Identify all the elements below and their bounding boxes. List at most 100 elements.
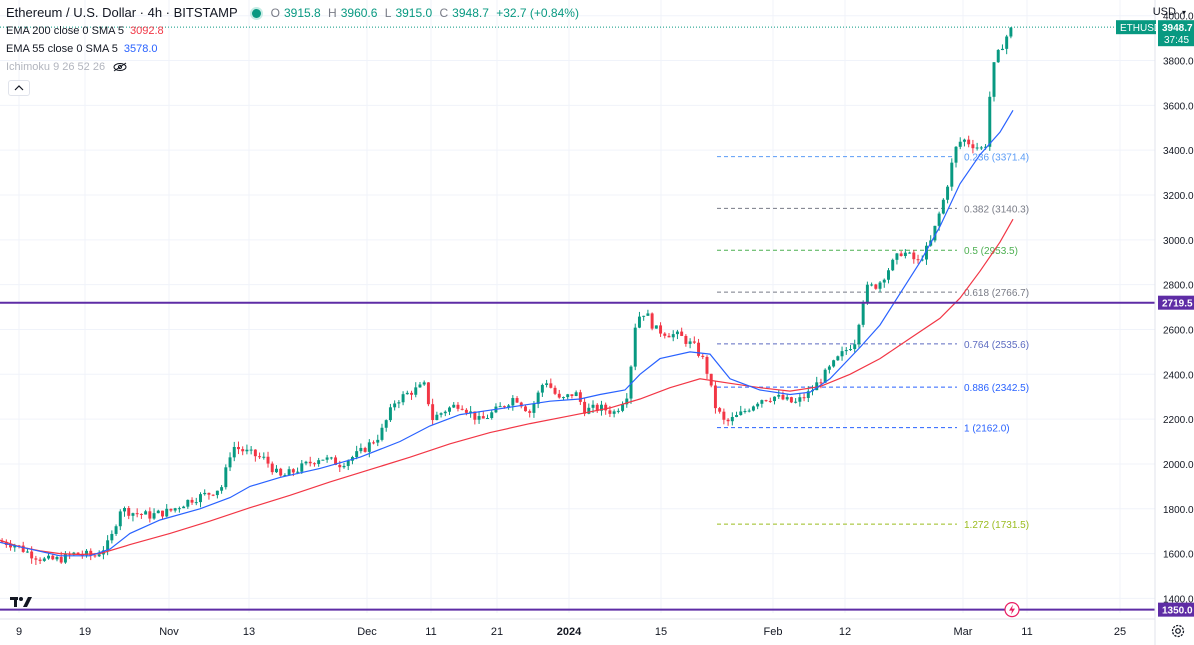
candle-body	[460, 408, 464, 410]
last-price-tag	[1158, 20, 1194, 47]
ema200-label: EMA 200 close 0 SMA 5	[6, 25, 125, 37]
candle-body	[722, 411, 726, 420]
candle-body	[532, 403, 536, 413]
candle-body	[253, 449, 257, 457]
candle-body	[0, 541, 4, 543]
indicator-ema200[interactable]: EMA 200 close 0 SMA 5 3092.8	[6, 22, 583, 40]
candle-body	[587, 407, 591, 414]
level-tag	[1158, 295, 1194, 310]
x-tick-label: 9	[16, 626, 22, 638]
candle-body	[988, 96, 992, 147]
candle-body	[486, 418, 489, 420]
candle-body	[291, 469, 295, 473]
candle-body	[637, 316, 641, 328]
close-value: 3948.7	[452, 6, 489, 20]
open-label: O	[270, 6, 280, 20]
candle-body	[232, 446, 236, 458]
candle-body	[410, 392, 414, 395]
collapse-legend-button[interactable]	[8, 80, 30, 96]
high-value: 3960.6	[340, 6, 378, 20]
candle-body	[608, 410, 612, 414]
candle-body	[393, 403, 397, 408]
candle-body	[118, 511, 122, 527]
fib-label: 1.272 (1731.5)	[964, 520, 1029, 531]
symbol-title[interactable]: Ethereum / U.S. Dollar · 4h · BITSTAMP	[6, 5, 238, 20]
candle-body	[789, 397, 793, 403]
candle-body	[962, 139, 966, 142]
eye-hidden-icon[interactable]	[113, 62, 127, 72]
candle-body	[152, 513, 156, 519]
last-price-label: 3948.7	[1162, 23, 1193, 34]
change-value: +32.7 (+0.84%)	[496, 6, 579, 20]
candle-body	[726, 419, 730, 422]
candle-body	[207, 492, 211, 495]
candle-body	[887, 270, 890, 280]
currency-selector[interactable]: USD ▾	[1153, 6, 1186, 18]
candle-body	[937, 213, 941, 226]
y-tick-label: 3200.0	[1163, 191, 1194, 202]
candle-body	[832, 360, 836, 367]
y-tick-label: 1400.0	[1163, 594, 1194, 605]
indicator-ema55[interactable]: EMA 55 close 0 SMA 5 3578.0	[6, 40, 583, 58]
candle-body	[688, 341, 692, 344]
candle-body	[296, 471, 300, 473]
time-axis: 9 19 Nov 13 Dec 11 21 2024 15 Feb 12 Mar 11 25	[0, 618, 1155, 638]
x-tick-label: 21	[491, 626, 503, 638]
candle-body	[165, 508, 169, 517]
ema200-value: 3092.8	[130, 25, 164, 37]
candle-body	[63, 553, 67, 563]
candle-body	[148, 511, 152, 519]
candle-body	[857, 324, 861, 345]
candle-body	[21, 545, 25, 552]
candle-body	[42, 558, 46, 561]
tradingview-logo-icon[interactable]	[10, 595, 34, 609]
candle-body	[773, 396, 777, 402]
currency-label: USD	[1152, 6, 1176, 18]
candle-body	[279, 468, 283, 476]
candle-body	[659, 325, 663, 334]
candle-body	[996, 50, 1000, 63]
candle-body	[304, 461, 308, 464]
candle-body	[870, 284, 874, 286]
candle-body	[941, 199, 945, 214]
candle-body	[1005, 36, 1009, 49]
candle-body	[135, 513, 139, 515]
candle-body	[756, 403, 760, 407]
candle-body	[329, 457, 333, 459]
candle-body	[946, 186, 950, 200]
candle-body	[692, 341, 696, 343]
candle-body	[266, 456, 270, 464]
candle-body	[469, 411, 473, 413]
candle-body	[599, 404, 603, 411]
candle-body	[76, 552, 80, 555]
candle-body	[760, 400, 764, 404]
lightning-marker-icon[interactable]	[1004, 602, 1020, 618]
candle-body	[570, 394, 574, 397]
candle-body	[764, 400, 768, 402]
candle-body	[878, 282, 882, 289]
candle-body	[899, 253, 903, 257]
gear-icon[interactable]	[1170, 623, 1186, 639]
fib-label: 0.382 (3140.3)	[964, 204, 1029, 215]
chart-legend: Ethereum / U.S. Dollar · 4h · BITSTAMP O…	[6, 4, 583, 76]
y-tick-label: 3600.0	[1163, 101, 1194, 112]
fib-label: 0.5 (2953.5)	[964, 246, 1018, 257]
candle-body	[743, 411, 747, 413]
indicator-ichimoku[interactable]: Ichimoku 9 26 52 26	[6, 58, 583, 76]
candle-body	[97, 554, 101, 557]
y-tick-label: 3800.0	[1163, 57, 1194, 68]
candle-body	[372, 442, 376, 444]
y-tick-label: 2000.0	[1163, 460, 1194, 471]
candle-body	[1009, 27, 1013, 37]
candle-body	[663, 333, 667, 336]
candle-body	[203, 492, 207, 495]
level-tag-label: 2719.5	[1162, 299, 1193, 310]
candle-body	[431, 404, 435, 421]
fib-label: 0.886 (2342.5)	[964, 383, 1029, 394]
x-tick-label: 25	[1114, 626, 1126, 638]
candle-body	[156, 510, 160, 514]
x-tick-label: 11	[425, 626, 436, 638]
candle-body	[903, 252, 907, 257]
x-tick-label: 19	[79, 626, 91, 638]
